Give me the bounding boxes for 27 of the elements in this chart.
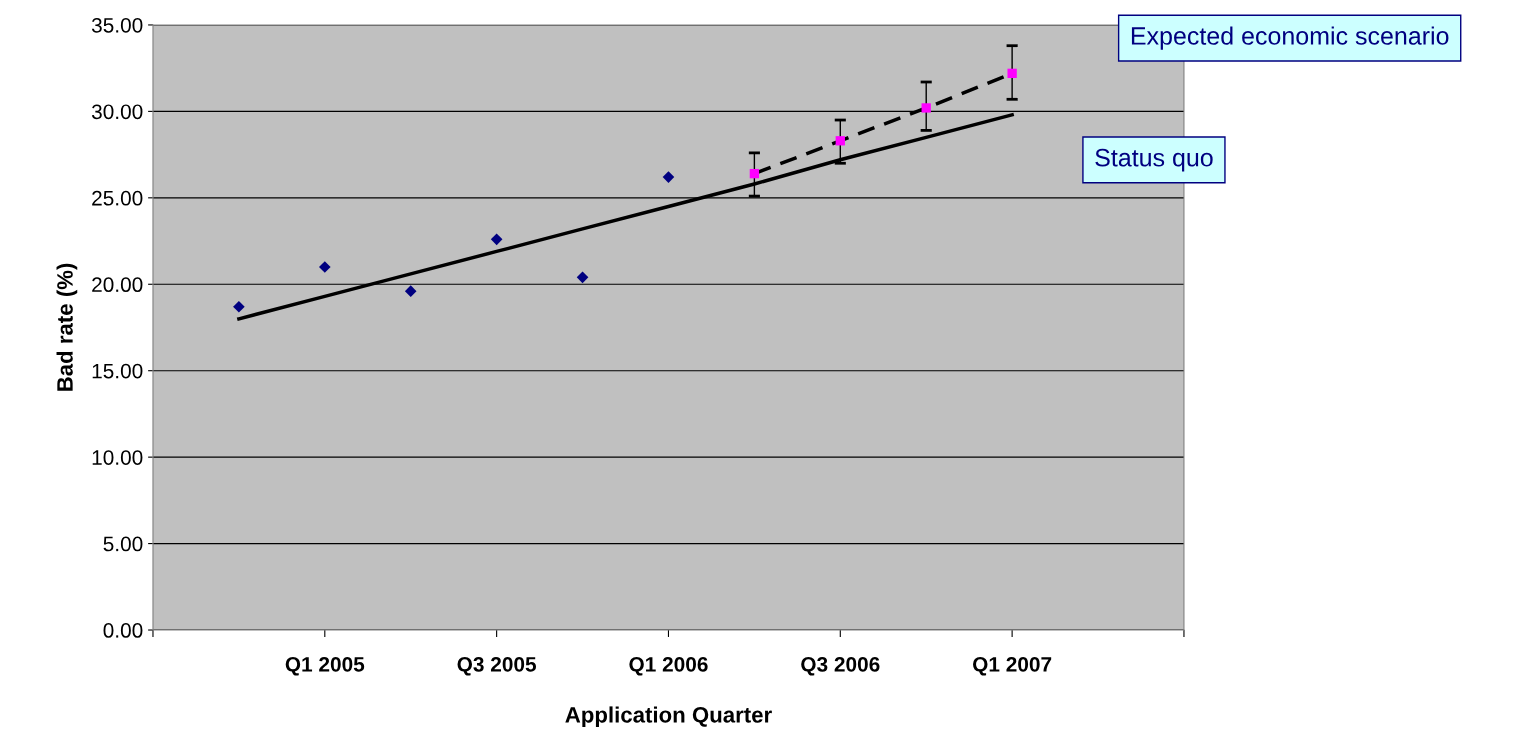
- point: [921, 103, 931, 113]
- point: [749, 168, 760, 179]
- y-tick-label: 0.00: [103, 623, 143, 638]
- x-tick-label: Q1 2005: [285, 656, 365, 676]
- point: [576, 271, 589, 284]
- y-tick-label: 10.00: [92, 450, 143, 465]
- y-tick-label: 30.00: [91, 104, 143, 120]
- point: [662, 171, 675, 183]
- y-tick-label: 25.00: [92, 190, 143, 206]
- y-tick-label: 5.00: [103, 536, 143, 552]
- x-tick-label: Q1 2006: [629, 656, 708, 676]
- annotation: Expected economic scenario: [1131, 26, 1449, 50]
- point: [835, 136, 845, 146]
- x-axis-title: Application Quarter: [565, 706, 772, 728]
- x-tick-label: Q3 2006: [801, 656, 880, 676]
- point: [233, 300, 245, 313]
- point: [490, 233, 503, 246]
- y-tick-label: 20.00: [92, 277, 143, 293]
- y-tick-label: 35.00: [91, 17, 143, 33]
- y-axis-title: Bad rate (%): [56, 263, 78, 391]
- point: [404, 285, 417, 297]
- x-tick-label: Q1 2007: [973, 656, 1052, 676]
- y-tick-label: 15.00: [92, 363, 143, 379]
- point: [1007, 68, 1017, 79]
- x-tick-label: Q3 2005: [457, 656, 537, 676]
- point: [319, 261, 331, 273]
- annotation: Status quo: [1095, 148, 1213, 172]
